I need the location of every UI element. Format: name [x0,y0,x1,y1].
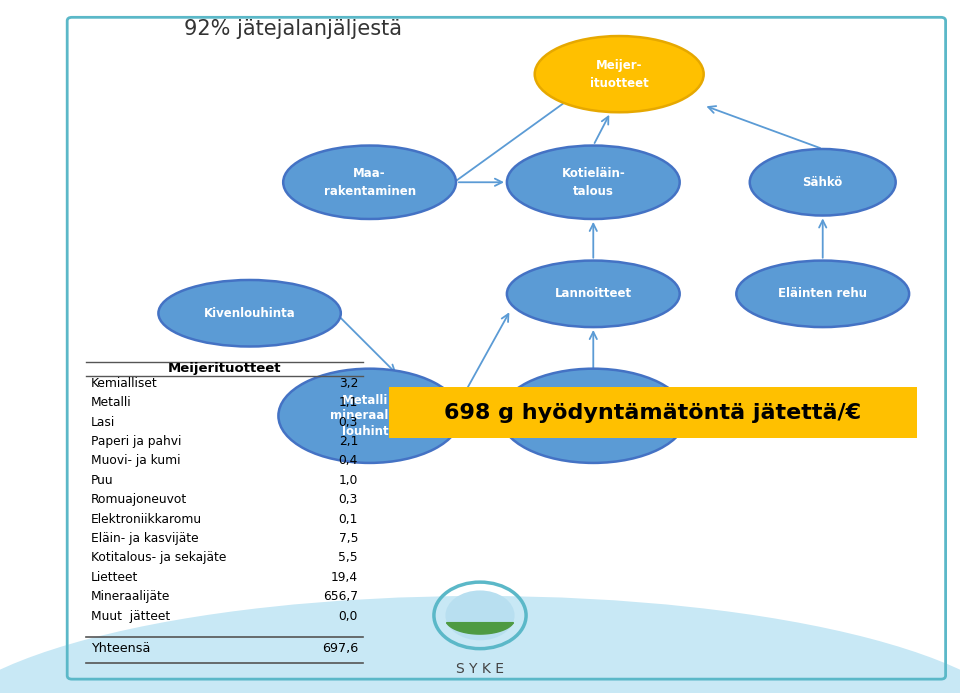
Ellipse shape [283,146,456,219]
Text: mineraalien: mineraalien [330,410,409,422]
Text: Lietteet: Lietteet [91,571,138,584]
Text: Lannoitteet: Lannoitteet [555,288,632,300]
Text: 1,0: 1,0 [339,474,358,486]
Text: 2,1: 2,1 [339,435,358,448]
FancyBboxPatch shape [389,387,917,438]
Ellipse shape [507,146,680,219]
FancyArrowPatch shape [456,93,578,181]
Text: 0,4: 0,4 [339,455,358,467]
Text: rakentaminen: rakentaminen [324,185,416,198]
Text: Metalli -: Metalli - [343,394,396,407]
Text: Lasi: Lasi [91,416,115,428]
Text: Puu: Puu [91,474,114,486]
Text: Metalli: Metalli [91,396,132,409]
Polygon shape [446,622,514,634]
Text: Muovi- ja kumi: Muovi- ja kumi [91,455,180,467]
Ellipse shape [535,36,704,112]
Text: Meijerituotteet: Meijerituotteet [168,362,281,375]
Text: louhinta: louhinta [566,425,620,437]
Ellipse shape [500,369,686,463]
Text: Meijer-: Meijer- [596,59,642,71]
FancyArrowPatch shape [589,224,597,258]
Text: Romuajoneuvot: Romuajoneuvot [91,493,187,506]
Text: Kemialliset: Kemialliset [91,377,158,389]
Text: Elektroniikkaromu: Elektroniikkaromu [91,513,203,525]
Text: 0,3: 0,3 [339,416,358,428]
Text: 7,5: 7,5 [339,532,358,545]
Ellipse shape [278,369,461,463]
FancyArrowPatch shape [819,220,827,258]
Text: mineraalien: mineraalien [554,410,633,422]
Text: 19,4: 19,4 [331,571,358,584]
FancyArrowPatch shape [708,106,820,148]
FancyArrowPatch shape [594,116,609,143]
Ellipse shape [736,261,909,327]
Text: Kemiallisten: Kemiallisten [552,394,635,407]
Text: Kotitalous- ja sekajäte: Kotitalous- ja sekajäte [91,552,227,564]
FancyArrowPatch shape [589,332,597,380]
Text: 0,3: 0,3 [339,493,358,506]
FancyArrowPatch shape [338,315,395,372]
Ellipse shape [507,261,680,327]
Text: 1,1: 1,1 [339,396,358,409]
Text: S Y K E: S Y K E [456,663,504,676]
Text: Kotieläin-: Kotieläin- [562,167,625,179]
Text: 92% jätejalanjäljestä: 92% jätejalanjäljestä [183,19,402,39]
Text: Eläinten rehu: Eläinten rehu [779,288,867,300]
Text: 0,1: 0,1 [339,513,358,525]
Text: 697,6: 697,6 [322,642,358,655]
Text: talous: talous [573,185,613,198]
Ellipse shape [750,149,896,216]
Ellipse shape [0,596,960,693]
Text: 0,0: 0,0 [339,610,358,622]
Text: ituotteet: ituotteet [589,77,649,89]
Text: 698 g hyödyntämätöntä jätettä/€: 698 g hyödyntämätöntä jätettä/€ [444,403,861,423]
FancyArrowPatch shape [460,314,509,401]
Text: 5,5: 5,5 [339,552,358,564]
Circle shape [445,590,515,640]
Ellipse shape [158,280,341,346]
Text: louhinta: louhinta [343,425,396,437]
Text: Eläin- ja kasvijäte: Eläin- ja kasvijäte [91,532,199,545]
Text: 656,7: 656,7 [324,590,358,603]
Text: Muut  jätteet: Muut jätteet [91,610,171,622]
Text: Mineraalijäte: Mineraalijäte [91,590,171,603]
Text: 3,2: 3,2 [339,377,358,389]
FancyArrowPatch shape [459,179,502,186]
Text: Sähkö: Sähkö [803,176,843,188]
Text: Kivenlouhinta: Kivenlouhinta [204,307,296,319]
Text: Paperi ja pahvi: Paperi ja pahvi [91,435,181,448]
Text: Maa-: Maa- [353,167,386,179]
Text: Yhteensä: Yhteensä [91,642,151,655]
